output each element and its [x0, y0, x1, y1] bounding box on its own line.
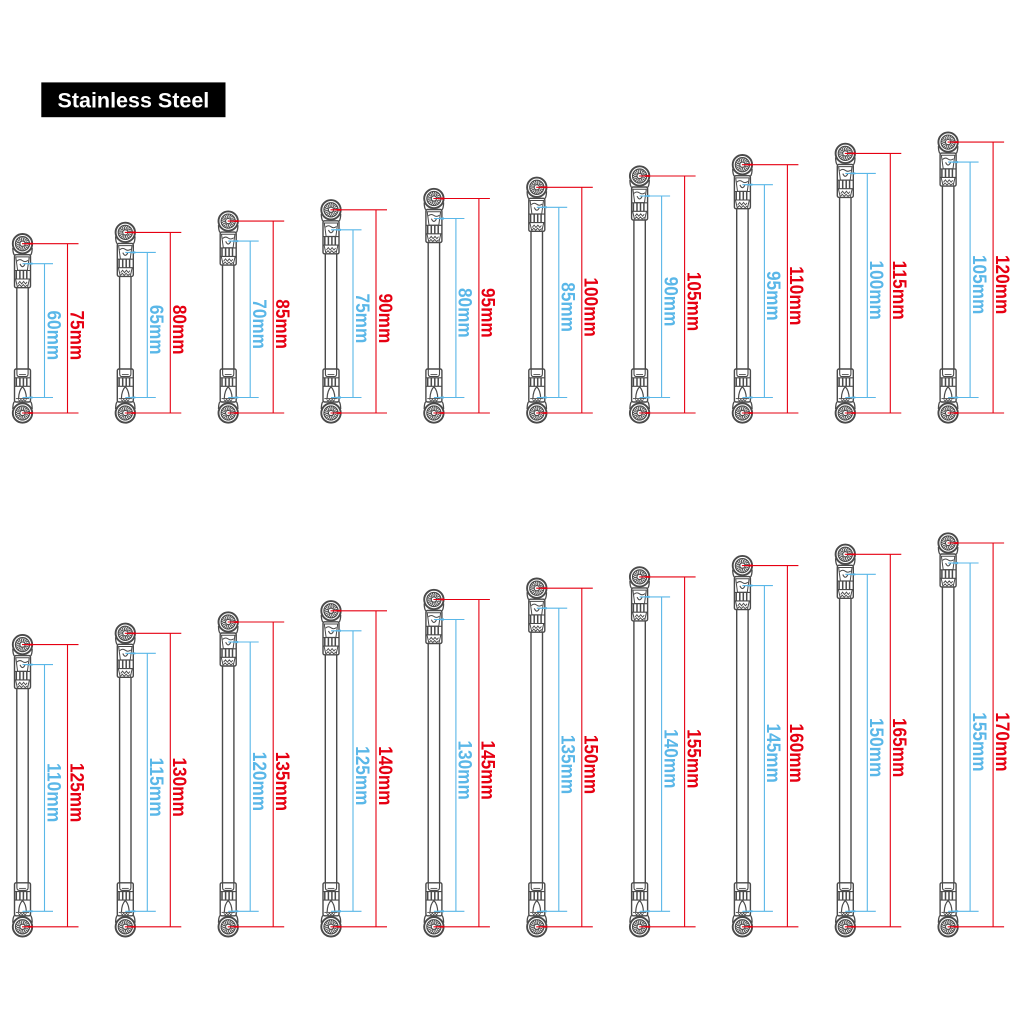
svg-text:115mm: 115mm — [888, 261, 909, 320]
svg-text:105mm: 105mm — [682, 272, 703, 331]
svg-text:120mm: 120mm — [248, 752, 269, 811]
svg-text:130mm: 130mm — [168, 757, 189, 816]
svg-text:95mm: 95mm — [762, 271, 783, 321]
svg-text:95mm: 95mm — [477, 288, 498, 338]
svg-text:160mm: 160mm — [785, 724, 806, 783]
svg-text:150mm: 150mm — [865, 718, 886, 777]
svg-text:135mm: 135mm — [557, 735, 578, 794]
svg-text:100mm: 100mm — [865, 261, 886, 320]
svg-text:90mm: 90mm — [659, 277, 680, 327]
svg-text:125mm: 125mm — [351, 746, 372, 805]
svg-text:100mm: 100mm — [580, 277, 601, 336]
svg-text:130mm: 130mm — [454, 740, 475, 799]
svg-text:165mm: 165mm — [888, 718, 909, 777]
svg-text:90mm: 90mm — [374, 294, 395, 344]
svg-text:140mm: 140mm — [374, 746, 395, 805]
svg-text:60mm: 60mm — [42, 310, 63, 360]
svg-text:85mm: 85mm — [557, 282, 578, 332]
svg-text:110mm: 110mm — [785, 266, 806, 325]
svg-text:85mm: 85mm — [271, 299, 292, 349]
svg-text:135mm: 135mm — [271, 752, 292, 811]
svg-text:65mm: 65mm — [145, 305, 166, 355]
svg-text:150mm: 150mm — [580, 735, 601, 794]
svg-text:145mm: 145mm — [762, 724, 783, 783]
svg-text:115mm: 115mm — [145, 757, 166, 816]
svg-text:80mm: 80mm — [454, 288, 475, 338]
svg-text:75mm: 75mm — [65, 310, 86, 360]
svg-text:80mm: 80mm — [168, 305, 189, 355]
svg-text:70mm: 70mm — [248, 299, 269, 349]
svg-text:145mm: 145mm — [477, 740, 498, 799]
svg-text:110mm: 110mm — [42, 763, 63, 822]
svg-text:140mm: 140mm — [659, 729, 680, 788]
svg-text:155mm: 155mm — [682, 729, 703, 788]
svg-text:170mm: 170mm — [991, 712, 1012, 771]
svg-text:105mm: 105mm — [968, 255, 989, 314]
svg-text:Stainless Steel: Stainless Steel — [58, 89, 210, 113]
svg-text:155mm: 155mm — [968, 712, 989, 771]
svg-text:120mm: 120mm — [991, 255, 1012, 314]
svg-text:125mm: 125mm — [65, 763, 86, 822]
svg-text:75mm: 75mm — [351, 294, 372, 344]
